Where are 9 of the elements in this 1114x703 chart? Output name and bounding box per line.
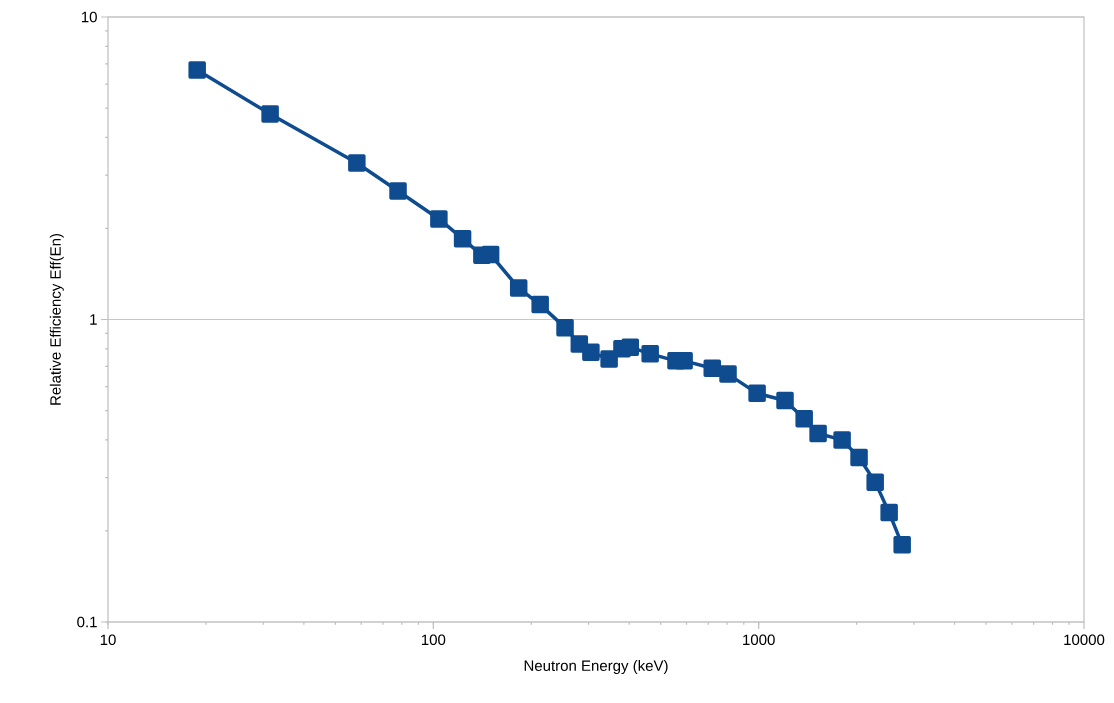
y-axis-title: Relative Efficiency Eff(En) [49,234,64,405]
x-tick-label: 10000 [1064,634,1105,646]
y-tick-label: 10 [81,11,97,23]
x-axis-title: Neutron Energy (keV) [524,659,668,674]
x-tick-label: 100 [421,634,446,646]
x-tick-label: 10 [100,634,116,646]
y-tick-label: 1 [90,314,97,325]
y-tick-label: 0.1 [77,616,97,628]
x-tick-label: 1000 [743,634,775,646]
